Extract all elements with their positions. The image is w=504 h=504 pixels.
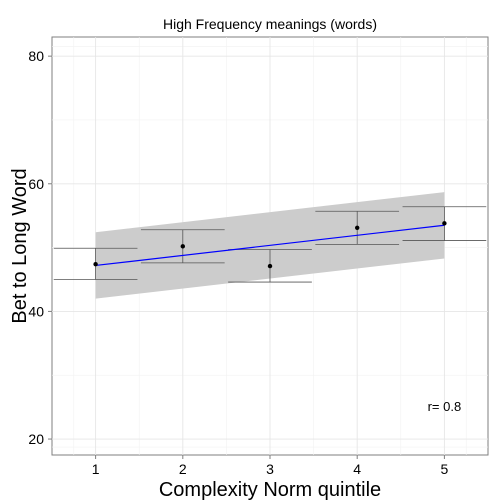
- x-tick-label: 3: [266, 461, 274, 477]
- data-points: [93, 221, 447, 269]
- chart-title: High Frequency meanings (words): [163, 16, 377, 32]
- x-tick-label: 2: [179, 461, 187, 477]
- data-point: [93, 261, 98, 267]
- x-tick-label: 1: [92, 461, 100, 477]
- y-tick-label: 60: [28, 176, 44, 192]
- data-point: [442, 221, 447, 226]
- y-tick-label: 20: [28, 431, 44, 447]
- x-tick-label: 4: [353, 461, 361, 477]
- correlation-annotation: r= 0.8: [428, 399, 462, 414]
- y-tick-label: 80: [28, 48, 44, 64]
- regression-line: [95, 224, 445, 267]
- data-point: [180, 244, 185, 249]
- y-axis-title: Bet to Long Word: [9, 168, 31, 323]
- data-point: [355, 225, 360, 231]
- regression-line-group: [95, 224, 445, 267]
- x-axis-title: Complexity Norm quintile: [159, 479, 381, 501]
- data-point: [267, 263, 273, 269]
- y-axis: 20 40 60 80: [28, 48, 52, 447]
- x-tick-label: 5: [441, 461, 449, 477]
- x-axis: 1 2 3 4 5: [92, 455, 449, 477]
- y-tick-label: 40: [28, 303, 44, 319]
